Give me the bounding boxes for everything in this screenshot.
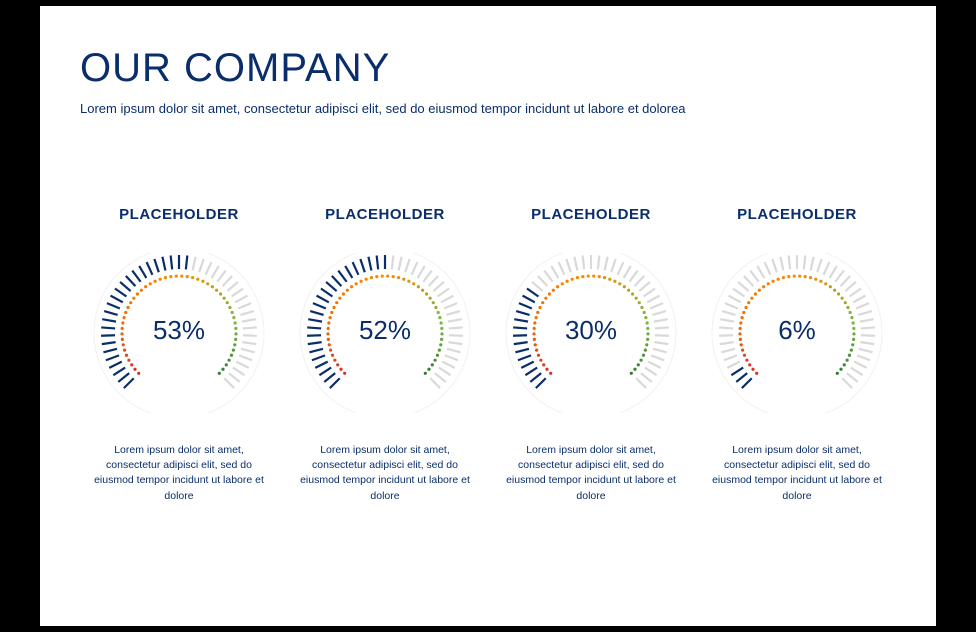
gauge-chart: 53% (84, 253, 274, 413)
gauge-label: PLACEHOLDER (531, 206, 651, 223)
gauge-value: 52% (290, 315, 480, 346)
gauge-column-0: PLACEHOLDER 53% Lorem ipsum dolor sit am… (80, 206, 278, 504)
gauge-chart: 52% (290, 253, 480, 413)
gauge-caption: Lorem ipsum dolor sit amet, consectetur … (698, 443, 896, 504)
gauge-caption: Lorem ipsum dolor sit amet, consectetur … (80, 443, 278, 504)
gauge-column-3: PLACEHOLDER 6% Lorem ipsum dolor sit ame… (698, 206, 896, 504)
gauge-label: PLACEHOLDER (119, 206, 239, 223)
gauge-column-2: PLACEHOLDER 30% Lorem ipsum dolor sit am… (492, 206, 690, 504)
gauge-value: 30% (496, 315, 686, 346)
gauge-column-1: PLACEHOLDER 52% Lorem ipsum dolor sit am… (286, 206, 484, 504)
gauges-row: PLACEHOLDER 53% Lorem ipsum dolor sit am… (80, 206, 896, 504)
page-subtitle: Lorem ipsum dolor sit amet, consectetur … (80, 101, 896, 116)
gauge-caption: Lorem ipsum dolor sit amet, consectetur … (286, 443, 484, 504)
gauge-chart: 30% (496, 253, 686, 413)
gauge-label: PLACEHOLDER (325, 206, 445, 223)
gauge-caption: Lorem ipsum dolor sit amet, consectetur … (492, 443, 690, 504)
page-title: OUR COMPANY (80, 46, 896, 91)
gauge-value: 53% (84, 315, 274, 346)
gauge-value: 6% (702, 315, 892, 346)
gauge-label: PLACEHOLDER (737, 206, 857, 223)
gauge-chart: 6% (702, 253, 892, 413)
slide: OUR COMPANY Lorem ipsum dolor sit amet, … (40, 6, 936, 626)
